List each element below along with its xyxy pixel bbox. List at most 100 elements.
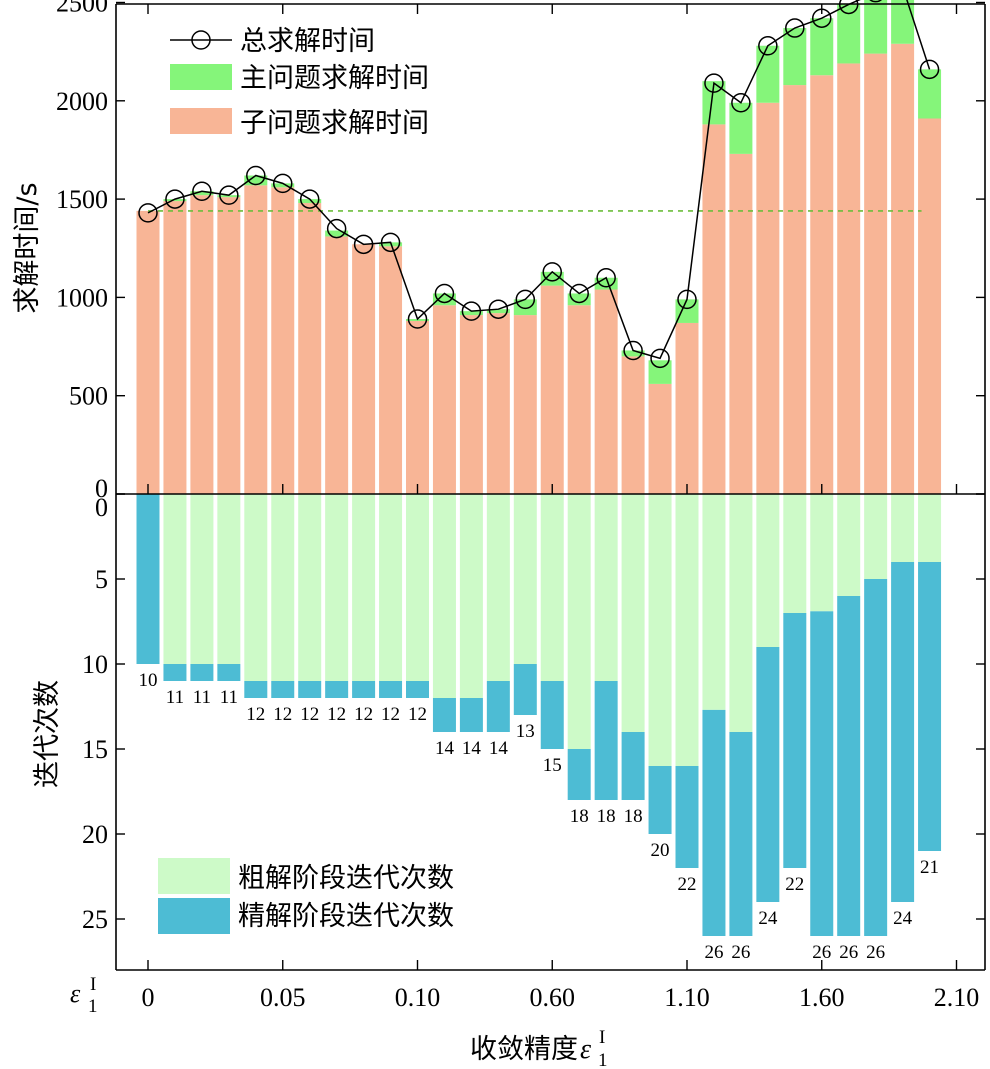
sub-time-bar [918,118,942,494]
master-time-bar [540,271,564,286]
coarse-iter-bar [486,494,510,681]
iteration-total-label: 13 [516,721,535,742]
fine-iter-bar [756,647,780,902]
master-time-bar [513,299,537,316]
iteration-total-label: 12 [273,704,292,725]
total-time-point [515,289,536,310]
master-time-bar [891,0,915,44]
fine-iter-bar [352,681,376,698]
coarse-iter-bar [621,494,645,732]
master-time-bar [864,0,888,54]
iteration-total-label: 24 [893,908,913,929]
iteration-total-label: 12 [408,704,427,725]
iteration-total-label: 18 [624,806,643,827]
fine-iter-bar [406,681,429,698]
x-axis-title-symbol: ε [580,1034,591,1065]
sub-time-bar [756,102,780,495]
master-time-bar [810,18,834,76]
fine-iter-bar [325,681,349,698]
iteration-total-label: 12 [327,704,346,725]
iteration-total-label: 21 [920,857,939,878]
total-time-point [461,301,482,321]
sub-time-bar [702,124,726,494]
iteration-total-label: 11 [193,687,211,708]
total-time-point [731,93,751,113]
master-time-bar [325,230,349,237]
sub-time-bar [594,289,618,494]
bottom-y-tick-label: 25 [82,905,108,934]
x-tick-label: 0.10 [395,983,441,1012]
master-time-bar [783,28,807,86]
fine-iter-bar [702,709,726,936]
sub-time-bar [217,197,241,494]
sub-time-bar [567,305,591,494]
iteration-total-label: 11 [220,687,238,708]
fine-iter-bar [918,562,942,851]
master-time-bar [675,299,699,323]
total-time-point [677,289,697,310]
iteration-total-label: 14 [435,738,455,759]
fine-iter-bar [675,766,699,868]
legend-master-swatch [170,64,232,90]
total-time-point [246,165,266,186]
x-tick-label: 1.10 [664,983,710,1012]
iteration-total-label: 26 [731,942,750,963]
coarse-iter-bar [864,494,888,579]
fine-iter-bar [459,698,483,732]
coarse-iter-bar [837,494,861,596]
coarse-iter-bar [567,494,591,749]
total-time-point [596,267,616,288]
fine-iter-bar [891,562,915,902]
x-tick-label: 1.60 [799,983,845,1012]
fine-iter-bar [190,664,214,681]
coarse-iter-bar [379,494,403,681]
legend-master-time: 主问题求解时间 [240,63,429,94]
total-time-point [299,189,320,209]
coarse-iter-bar [459,494,483,698]
sub-time-bar [432,305,456,494]
total-time-line-group [138,0,940,369]
sub-time-bar [837,63,861,495]
sub-time-bar [810,75,834,494]
total-time-point [623,340,643,361]
coarse-iter-bar [540,494,564,681]
iteration-total-label: 26 [866,942,885,963]
iteration-total-label: 26 [812,942,831,963]
fine-iter-bar [244,681,268,698]
top-y-axis-title: 求解时间/s [12,182,43,313]
bottom-y-tick-label: 15 [82,735,108,764]
total-time-point [219,185,239,205]
fine-iter-bar [217,664,241,681]
legend-fine-iter: 精解阶段迭代次数 [238,901,454,932]
x-tick-label: 0.05 [260,983,306,1012]
total-time-point [650,348,670,369]
fine-iter-bar [136,494,160,664]
x-axis-title-text: 收敛精度 [470,1034,578,1065]
top-panel-bars [136,0,942,495]
master-time-bar [567,293,591,306]
coarse-iter-bar [756,494,780,647]
sub-time-bar [352,244,376,494]
axes [115,3,986,971]
coarse-iter-bar [594,494,618,681]
sub-time-bar [486,313,510,494]
bottom-legend: 粗解阶段迭代次数 精解阶段迭代次数 [158,858,454,934]
iteration-total-label: 12 [381,704,400,725]
coarse-iter-bar [217,494,241,664]
coarse-iter-bar [729,494,753,732]
sub-time-bar [648,383,672,494]
fine-iter-bar [864,579,888,936]
fine-iter-bar [783,613,807,868]
sub-time-bar [271,187,295,494]
iteration-total-label: 24 [758,908,778,929]
fine-iter-bar [567,749,591,800]
coarse-iter-bar [891,494,915,562]
x-tick-label: 0 [142,983,155,1012]
sub-time-bar [298,203,322,495]
coarse-iter-bar [244,494,268,681]
sub-time-bar [163,201,187,495]
coarse-iter-bar [702,494,726,710]
iteration-total-label: 26 [704,942,723,963]
epsilon-symbol-left: ε [70,979,81,1008]
legend-coarse-iter: 粗解阶段迭代次数 [238,863,454,894]
